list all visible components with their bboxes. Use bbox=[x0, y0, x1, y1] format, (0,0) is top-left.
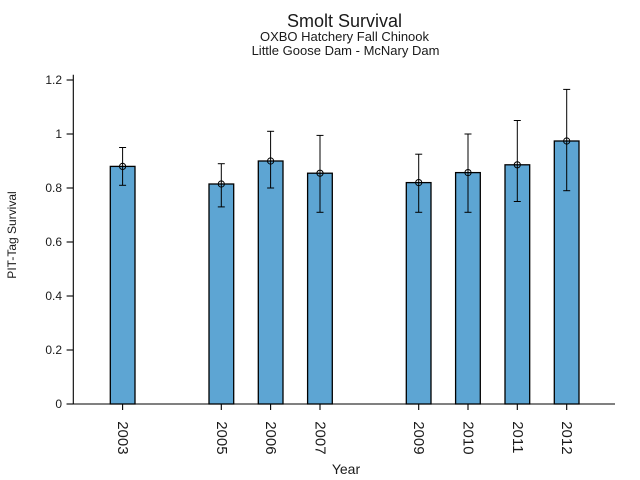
svg-text:0: 0 bbox=[55, 397, 62, 411]
svg-text:2007: 2007 bbox=[312, 421, 329, 454]
svg-text:2003: 2003 bbox=[114, 421, 131, 454]
svg-text:2011: 2011 bbox=[509, 421, 526, 453]
svg-text:0.4: 0.4 bbox=[45, 289, 62, 303]
svg-text:2005: 2005 bbox=[213, 421, 230, 454]
svg-text:2010: 2010 bbox=[460, 421, 477, 454]
svg-text:0.6: 0.6 bbox=[45, 235, 62, 249]
svg-text:0.8: 0.8 bbox=[45, 181, 62, 195]
svg-text:1: 1 bbox=[55, 127, 62, 141]
svg-text:1.2: 1.2 bbox=[45, 73, 62, 87]
svg-text:0.2: 0.2 bbox=[45, 343, 62, 357]
svg-text:2012: 2012 bbox=[558, 421, 575, 454]
svg-text:2009: 2009 bbox=[410, 421, 427, 454]
svg-text:2006: 2006 bbox=[262, 421, 279, 454]
